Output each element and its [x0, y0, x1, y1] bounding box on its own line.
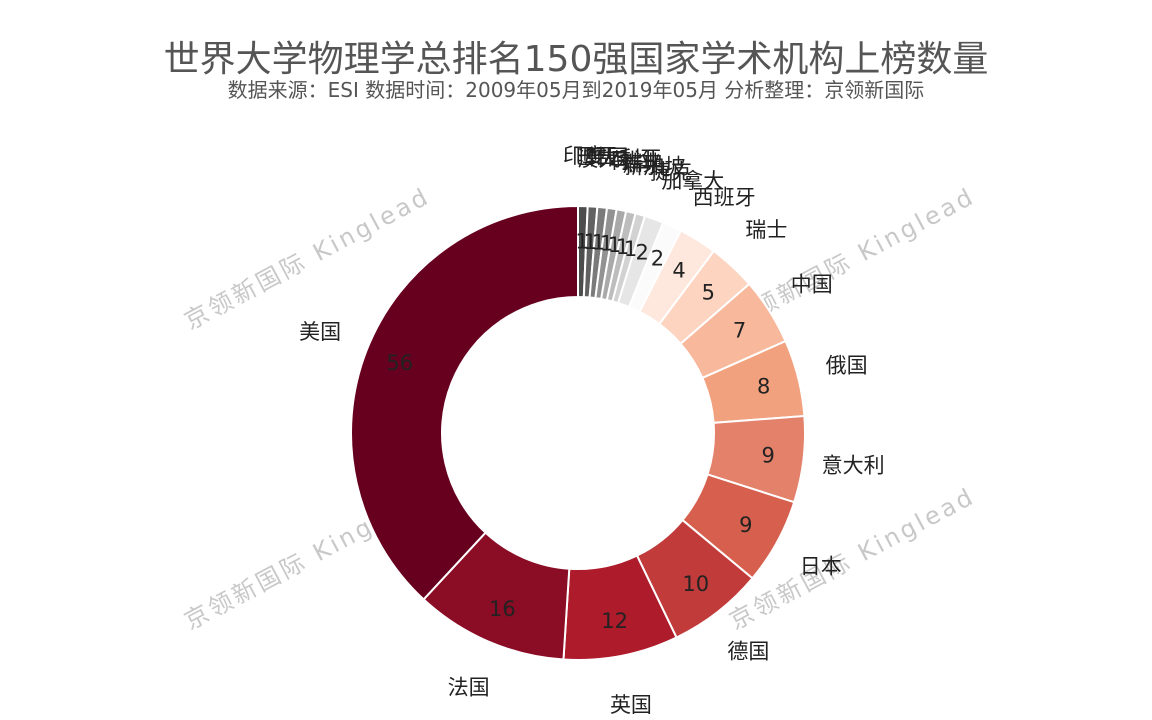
- category-label: 意大利: [822, 453, 885, 477]
- value-label: 16: [489, 597, 516, 621]
- category-label: 巴西: [575, 145, 617, 169]
- category-label: 新加坡: [622, 155, 685, 179]
- category-label: 日本: [800, 554, 842, 578]
- chart-slices: [350, 204, 806, 661]
- category-label: 印度: [563, 144, 605, 168]
- value-label: 7: [733, 318, 746, 342]
- value-label: 56: [386, 351, 413, 375]
- category-label: 韩国: [587, 146, 629, 170]
- chart-title: 世界大学物理学总排名150强国家学术机构上榜数量: [163, 39, 989, 80]
- value-label: 1: [616, 235, 629, 259]
- value-label: 5: [702, 281, 715, 305]
- category-label: 加拿大: [661, 169, 724, 193]
- category-label: 俄国: [826, 354, 868, 378]
- category-label: 瑞典: [622, 152, 664, 176]
- value-label: 1: [608, 233, 621, 257]
- category-label: 瑞士: [745, 218, 787, 242]
- category-label: 法国: [448, 675, 490, 699]
- value-label: 10: [682, 572, 709, 596]
- value-label: 9: [739, 513, 752, 537]
- category-label: 中国: [791, 272, 833, 296]
- value-label: 9: [761, 443, 774, 467]
- value-label: 1: [600, 232, 613, 256]
- category-label: 英国: [610, 693, 652, 717]
- value-label: 8: [757, 374, 770, 398]
- category-label: 美国: [299, 320, 341, 344]
- value-label: 2: [651, 247, 664, 271]
- value-label: 1: [575, 230, 588, 254]
- value-label: 12: [601, 609, 628, 633]
- value-label: 1: [592, 231, 605, 255]
- category-label: 西班牙: [693, 186, 756, 210]
- category-label: 荷兰: [610, 149, 652, 173]
- category-labels: 印度巴西韩国澳大利亚荷兰瑞典新加坡捷克加拿大西班牙瑞士中国俄国意大利日本德国英国…: [299, 144, 884, 717]
- category-label: 捷克: [650, 160, 692, 184]
- category-label: 德国: [727, 639, 769, 663]
- value-label: 1: [584, 230, 597, 254]
- value-label: 4: [672, 258, 685, 282]
- value-label: 1: [624, 237, 637, 261]
- chart-subtitle: 数据来源：ESI 数据时间：2009年05月到2019年05月 分析整理：京领新…: [227, 78, 925, 102]
- category-label: 澳大利亚: [577, 147, 661, 171]
- value-label: 2: [636, 241, 649, 265]
- slice-美国: [350, 204, 579, 601]
